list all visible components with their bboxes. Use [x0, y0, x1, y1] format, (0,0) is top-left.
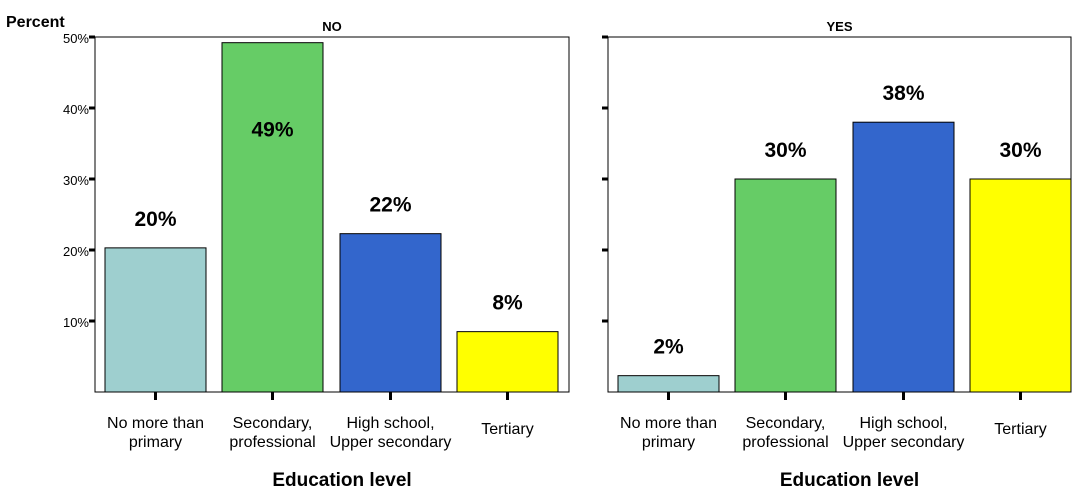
bar	[617, 375, 720, 393]
bar	[339, 233, 442, 393]
bar	[734, 178, 837, 393]
category-label: No more than primary	[620, 415, 717, 451]
data-label: 30%	[999, 139, 1041, 162]
category-label: Secondary, professional	[229, 415, 315, 451]
category-label: No more than primary	[107, 415, 204, 451]
category-label: Tertiary	[481, 421, 533, 438]
panel-no: NO 10% 20% 30% 40% 50% 20% No more than primary 4…	[63, 19, 570, 491]
chart-panels: NO 10% 20% 30% 40% 50% 20% No more than primary 4…	[63, 19, 1072, 491]
data-label: 8%	[492, 292, 523, 315]
data-label: 30%	[764, 139, 806, 162]
data-label: 38%	[882, 82, 924, 105]
data-label: 49%	[251, 119, 293, 142]
category-label: High school, Upper secondary	[330, 415, 452, 451]
x-axis-title: Education level	[272, 470, 411, 491]
panel-title: YES	[826, 19, 852, 34]
y-tick-label: 20%	[63, 244, 89, 259]
bar	[104, 247, 207, 393]
category-label: High school, Upper secondary	[843, 415, 965, 451]
bar	[852, 121, 955, 393]
panel-title: NO	[322, 19, 342, 34]
panel-yes: YES 2% No more than primary 30% Secondary, pro…	[602, 19, 1072, 491]
y-tick-label: 10%	[63, 315, 89, 330]
x-axis-title: Education level	[780, 470, 919, 491]
data-label: 22%	[369, 194, 411, 217]
data-label: 2%	[653, 336, 684, 359]
bar	[969, 178, 1072, 393]
y-tick-label: 40%	[63, 102, 89, 117]
bar	[456, 331, 559, 393]
y-tick-label: 50%	[63, 31, 89, 46]
y-axis-title: Percent	[6, 14, 65, 31]
data-label: 20%	[134, 208, 176, 231]
y-tick-label: 30%	[63, 173, 89, 188]
bar	[221, 42, 324, 393]
category-label: Tertiary	[994, 421, 1046, 438]
category-label: Secondary, professional	[742, 415, 828, 451]
